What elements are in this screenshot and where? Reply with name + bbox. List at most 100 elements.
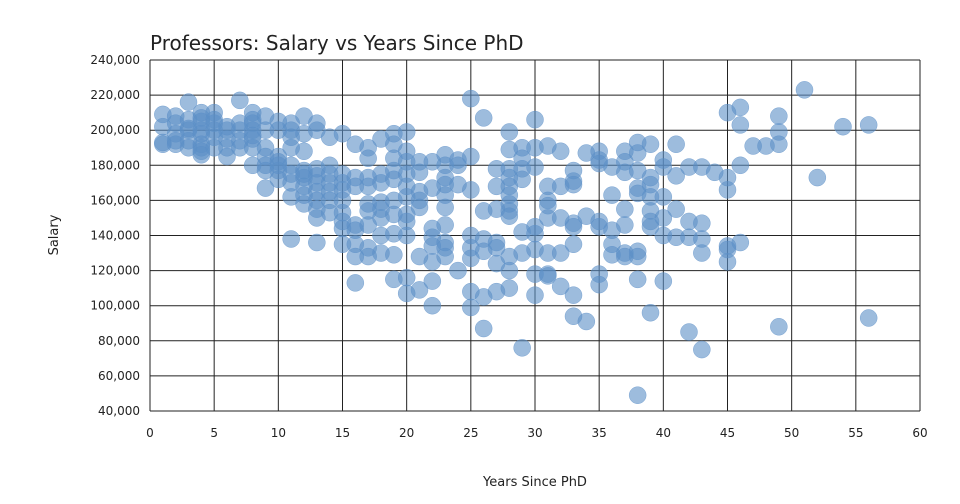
data-point [693,340,711,359]
data-point [526,158,544,176]
data-point [397,226,416,245]
data-point [436,216,454,234]
data-point [436,247,454,266]
data-point [462,147,480,166]
data-point [256,179,275,197]
data-point [628,386,647,404]
data-point [770,318,788,336]
chart-title: Professors: Salary vs Years Since PhD [150,31,524,55]
data-point [628,247,647,266]
data-point [680,323,698,341]
data-point [564,175,583,194]
data-point [859,309,878,327]
x-tick-label: 50 [784,426,799,440]
y-axis-label: Salary [47,214,62,255]
data-point [641,217,660,236]
data-point [179,93,198,111]
data-point [731,98,750,117]
data-point [859,116,878,134]
data-point [513,339,531,357]
data-point [564,235,583,254]
data-point [359,149,377,168]
data-point [410,163,429,182]
y-tick-label: 240,000 [90,53,140,67]
data-point [731,116,750,134]
data-point [770,135,788,153]
data-point [564,286,583,304]
data-point [282,230,300,248]
x-tick-label: 20 [399,426,414,440]
x-tick-label: 55 [848,426,863,440]
data-point [423,296,442,315]
data-point [449,156,467,175]
data-point [462,298,480,317]
data-point [564,217,583,236]
data-point [218,147,236,166]
data-point [654,209,673,227]
y-tick-labels: 40,000 60,000 80,000 100,000 120,000 140,000 1… [90,53,140,418]
data-point [616,216,634,234]
x-tick-label: 10 [271,426,286,440]
data-point [397,123,416,141]
data-point [526,286,544,304]
data-point [808,168,827,187]
data-point [410,198,429,217]
data-point [539,267,557,285]
x-axis-label: Years Since PhD [482,475,587,490]
data-point [500,279,519,297]
y-tick-label: 80,000 [98,334,140,348]
data-point [667,167,685,185]
data-point [667,200,685,218]
data-point [551,244,570,262]
data-point [551,142,570,161]
data-point [410,281,429,299]
data-point [500,207,519,225]
data-point [474,319,493,338]
data-point [333,124,352,143]
data-point [654,158,673,176]
y-tick-label: 200,000 [90,123,140,137]
data-point [616,200,634,218]
x-tick-label: 45 [720,426,735,440]
data-point [526,224,544,243]
x-tick-label: 5 [210,426,218,440]
data-point [397,268,416,287]
data-point [718,253,737,271]
data-point [436,198,454,217]
data-point [462,181,480,199]
data-point [346,274,365,292]
data-point [770,107,788,125]
data-point [308,233,326,252]
data-point [500,261,519,280]
data-point [462,89,480,108]
data-points [154,81,878,404]
data-point [551,277,570,296]
x-tick-label: 60 [912,426,927,440]
data-point [577,312,596,331]
data-point [834,117,852,136]
data-point [513,170,531,189]
data-point [449,261,467,280]
x-tick-label: 25 [463,426,478,440]
y-tick-label: 40,000 [98,404,140,418]
data-point [474,109,493,127]
x-tick-label: 15 [335,426,350,440]
data-point [295,142,313,161]
data-point [526,110,544,129]
data-point [718,181,737,199]
data-point [693,214,711,232]
data-point [500,123,519,141]
data-point [628,144,647,162]
data-point [667,135,685,153]
y-tick-label: 60,000 [98,369,140,383]
y-tick-label: 220,000 [90,88,140,102]
data-point [385,246,403,264]
y-tick-label: 140,000 [90,229,140,243]
data-point [641,303,660,322]
x-tick-label: 35 [592,426,607,440]
data-point [795,81,814,99]
y-tick-label: 120,000 [90,264,140,278]
x-tick-labels: 0 5 10 15 20 25 30 35 40 45 50 55 60 [146,426,927,440]
